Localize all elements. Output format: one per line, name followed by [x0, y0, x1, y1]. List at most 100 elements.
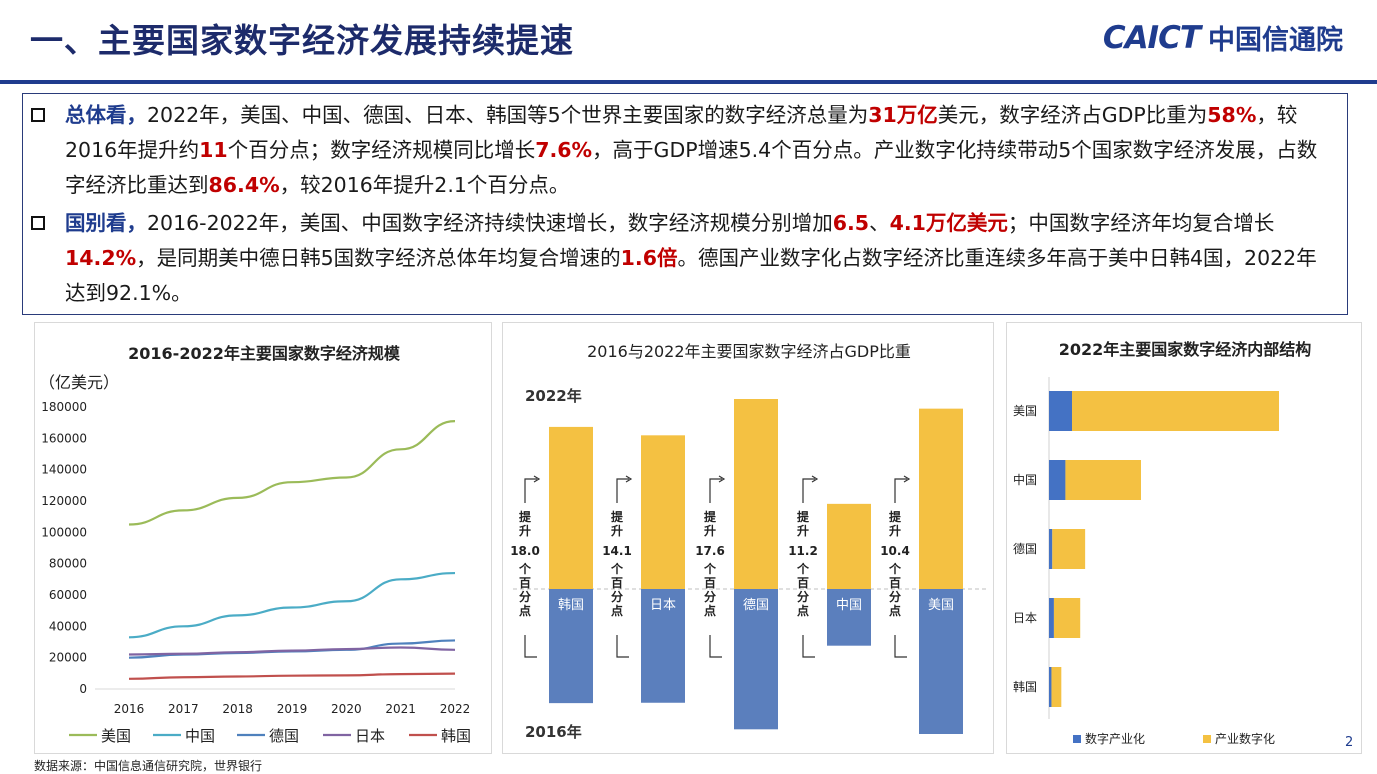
summary-paragraph-overall: 总体看，2022年，美国、中国、德国、日本、韩国等5个世界主要国家的数字经济总量…: [31, 98, 1337, 203]
annotation-char: 升: [519, 523, 531, 538]
legend-label: 中国: [185, 727, 215, 745]
annotation-char: 分: [889, 589, 901, 604]
line-chart-panel: 2016-2022年主要国家数字经济规模 （亿美元） 0 20000 40000 6000…: [34, 322, 492, 754]
highlight: 86.4%: [208, 173, 280, 197]
annotation-char: 提: [611, 509, 624, 524]
annotation-char: 个: [888, 561, 902, 576]
annotation-char: 百: [797, 576, 809, 590]
category-label: 日本: [1013, 611, 1037, 625]
text-run: ，较2016年提升2.1个百分点。: [279, 173, 570, 197]
x-tick-label: 2017: [168, 702, 199, 716]
y-tick-label: 120000: [41, 494, 87, 508]
header-rule: [0, 80, 1377, 84]
bar-2022-1: [549, 426, 593, 589]
category-label: 韩国: [1013, 679, 1037, 694]
series-line-3: [128, 639, 456, 659]
annotation-value: 18.0: [510, 544, 540, 558]
highlight: 4.1万亿美元: [889, 211, 1008, 235]
increase-arrow: [894, 478, 907, 503]
chart-title: 2022年主要国家数字经济内部结构: [1059, 340, 1312, 359]
arrow-head: [903, 475, 911, 483]
caict-logo: CAICT 中国信通院: [1103, 18, 1343, 57]
annotation-char: 点: [611, 603, 623, 618]
increase-arrow: [524, 478, 537, 503]
series-line-5: [128, 672, 456, 680]
bar-2022-2: [641, 435, 685, 589]
increase-arrow: [709, 478, 722, 503]
bracket-end: [802, 635, 815, 658]
annotation-char: 升: [704, 523, 716, 538]
page-number: 2: [1345, 735, 1354, 750]
bar-segment-1-1: [1049, 391, 1072, 431]
text-run: ，高于GDP增速5.4个百分点。产业数字化持续带动5个国家数字经济发展，占数字经…: [65, 138, 1318, 197]
text-run: ；中国数字经济年均复合增长: [1007, 211, 1275, 235]
legend-label: 德国: [269, 727, 299, 745]
series-line-2: [128, 571, 456, 639]
text-run: 2016-2022年，美国、中国数字经济持续快速增长，数字经济规模分别增加: [147, 211, 833, 235]
annotation-char: 分: [611, 589, 623, 604]
y-tick-label: 80000: [49, 557, 87, 571]
annotation-char: 百: [519, 576, 531, 590]
y-tick-label: 140000: [41, 463, 87, 477]
highlight: 31万亿: [868, 103, 938, 127]
increase-arrow: [802, 478, 815, 503]
arrow-head: [533, 475, 541, 483]
annotation-char: 分: [797, 589, 809, 604]
y-tick-label: 40000: [49, 619, 87, 633]
summary-paragraph-country: 国别看，2016-2022年，美国、中国数字经济持续快速增长，数字经济规模分别增…: [31, 206, 1337, 311]
arrow-head: [718, 475, 726, 483]
annotation-char: 分: [519, 589, 531, 604]
category-label: 美国: [1013, 404, 1037, 418]
page-title: 一、主要国家数字经济发展持续提速: [30, 21, 574, 60]
annotation-char: 升: [797, 523, 809, 538]
annotation-char: 个: [703, 561, 717, 576]
text-run: 。德国产业数字化占数字经济比重连续多年高于美中日韩4国，2022年达到92.1%…: [65, 246, 1317, 305]
category-label: 德国: [743, 598, 769, 613]
bar-2016-2: [641, 589, 685, 703]
y-tick-label: 60000: [49, 588, 87, 602]
category-label: 中国: [836, 598, 862, 613]
summary-box: 总体看，2022年，美国、中国、德国、日本、韩国等5个世界主要国家的数字经济总量…: [22, 93, 1348, 315]
logo-en: CAICT: [1102, 19, 1201, 56]
paragraph-heading: 国别看，: [65, 211, 147, 235]
annotation-char: 点: [704, 603, 716, 618]
line-chart: 2016-2022年主要国家数字经济规模 （亿美元） 0 20000 40000 6000…: [39, 344, 471, 745]
y-tick-label: 160000: [41, 431, 87, 445]
text-run: 、: [869, 211, 890, 235]
annotation-char: 提: [889, 509, 902, 524]
annotation-value: 10.4: [880, 544, 910, 558]
logo-cn: 中国信通院: [1208, 25, 1343, 56]
y-tick-label: 180000: [41, 400, 87, 414]
text-run: 个百分点；数字经济规模同比增长: [227, 138, 536, 162]
arrow-head: [811, 475, 819, 483]
annotation-char: 升: [889, 523, 901, 538]
bar-2016-3: [734, 589, 778, 730]
annotation-char: 提: [704, 509, 717, 524]
annotation-char: 百: [704, 576, 716, 590]
bar-2016-5: [919, 589, 963, 734]
bar-segment-4-2: [1053, 598, 1081, 638]
bar-segment-5-1: [1049, 667, 1052, 707]
annotation-char: 升: [611, 523, 623, 538]
x-tick-label: 2021: [385, 702, 416, 716]
legend-swatch: [1073, 735, 1081, 743]
series-line-4: [128, 646, 456, 656]
bar-2016-4: [827, 589, 871, 646]
annotation-char: 百: [889, 576, 901, 590]
annotation-char: 分: [704, 589, 716, 604]
x-tick-label: 2022: [440, 702, 471, 716]
x-tick-label: 2020: [331, 702, 362, 716]
category-label: 韩国: [558, 598, 584, 613]
text-run: 美元，数字经济占GDP比重为: [937, 103, 1208, 127]
x-tick-label: 2018: [222, 702, 253, 716]
bracket-end: [709, 635, 722, 658]
data-source-note: 数据来源：中国信息通信研究院，世界银行: [34, 759, 263, 773]
share-bar-chart: 2016与2022年主要国家数字经济占GDP比重 2022年 2016年 韩国 提升 18…: [510, 342, 989, 741]
increase-arrow: [616, 478, 629, 503]
category-label: 中国: [1013, 472, 1037, 487]
bar-2022-4: [827, 503, 871, 589]
annotation-char: 点: [797, 603, 809, 618]
bracket-end: [524, 635, 537, 658]
annotation-char: 个: [610, 561, 624, 576]
bracket-end: [616, 635, 629, 658]
